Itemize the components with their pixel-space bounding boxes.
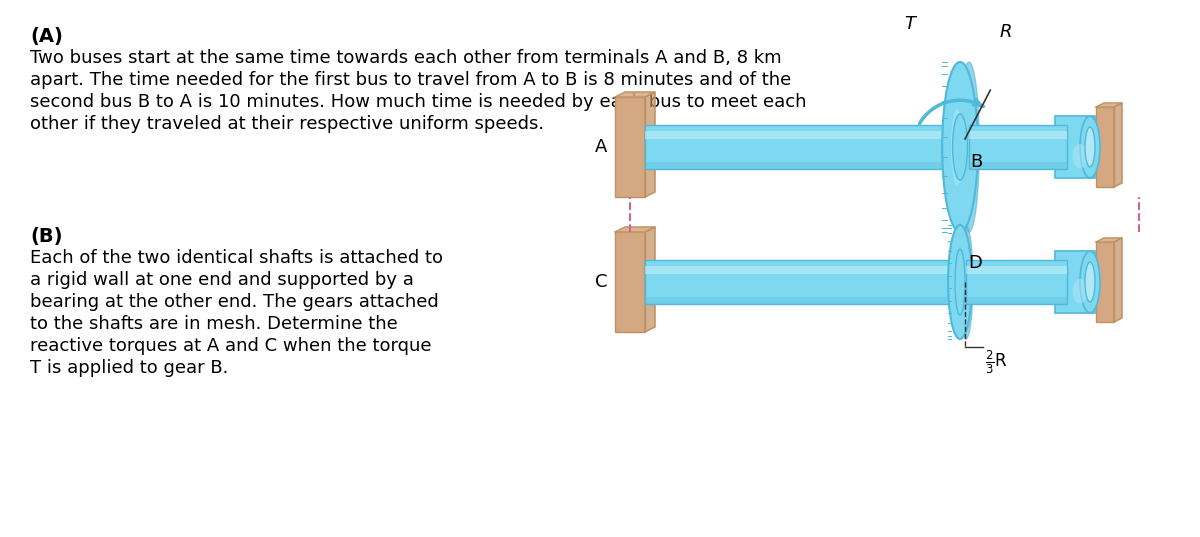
Text: reactive torques at A and C when the torque: reactive torques at A and C when the tor…: [30, 337, 432, 355]
Ellipse shape: [953, 114, 967, 180]
Text: (A): (A): [30, 27, 62, 46]
Polygon shape: [1114, 238, 1122, 322]
Polygon shape: [1096, 103, 1122, 107]
Ellipse shape: [942, 62, 978, 232]
Text: (B): (B): [30, 227, 62, 246]
Ellipse shape: [959, 62, 979, 232]
Bar: [646, 125, 944, 169]
Text: apart. The time needed for the first bus to travel from A to B is 8 minutes and : apart. The time needed for the first bus…: [30, 71, 791, 89]
Bar: [1055, 251, 1096, 313]
Bar: [646, 260, 949, 304]
Text: T: T: [905, 15, 916, 33]
Ellipse shape: [952, 109, 962, 185]
Ellipse shape: [1080, 251, 1100, 313]
Bar: [646, 297, 949, 304]
Bar: [646, 265, 949, 274]
Ellipse shape: [955, 249, 965, 315]
Bar: [968, 162, 1067, 169]
Polygon shape: [1096, 238, 1122, 242]
Text: a rigid wall at one end and supported by a: a rigid wall at one end and supported by…: [30, 271, 414, 289]
Text: to the shafts are in mesh. Determine the: to the shafts are in mesh. Determine the: [30, 315, 397, 333]
Ellipse shape: [948, 225, 972, 339]
Bar: [966, 297, 1067, 304]
Polygon shape: [646, 92, 655, 197]
Bar: [646, 130, 944, 139]
Text: $\frac{2}{3}$R: $\frac{2}{3}$R: [985, 349, 1008, 376]
Text: R: R: [1000, 23, 1012, 41]
Bar: [1096, 242, 1114, 322]
Bar: [616, 232, 646, 332]
Text: Two buses start at the same time towards each other from terminals A and B, 8 km: Two buses start at the same time towards…: [30, 49, 781, 67]
Ellipse shape: [1080, 116, 1100, 178]
Bar: [1055, 116, 1096, 178]
Text: B: B: [970, 153, 983, 171]
Bar: [1096, 107, 1114, 187]
Bar: [646, 162, 944, 169]
Bar: [968, 130, 1067, 139]
Bar: [966, 265, 1067, 274]
Text: other if they traveled at their respective uniform speeds.: other if they traveled at their respecti…: [30, 115, 544, 133]
Text: D: D: [968, 254, 982, 272]
Text: C: C: [594, 273, 607, 291]
Ellipse shape: [1085, 127, 1096, 167]
Polygon shape: [1114, 103, 1122, 187]
Text: A: A: [595, 138, 607, 156]
Text: Each of the two identical shafts is attached to: Each of the two identical shafts is atta…: [30, 249, 443, 267]
Polygon shape: [616, 227, 655, 232]
Ellipse shape: [954, 256, 962, 308]
Bar: [968, 125, 1067, 169]
Polygon shape: [646, 227, 655, 332]
Bar: [966, 260, 1067, 304]
Ellipse shape: [1073, 279, 1087, 303]
Bar: [616, 97, 646, 197]
Polygon shape: [616, 92, 655, 97]
Text: second bus B to A is 10 minutes. How much time is needed by each bus to meet eac: second bus B to A is 10 minutes. How muc…: [30, 93, 806, 111]
Text: T is applied to gear B.: T is applied to gear B.: [30, 359, 228, 377]
Text: bearing at the other end. The gears attached: bearing at the other end. The gears atta…: [30, 293, 439, 311]
Ellipse shape: [1073, 144, 1087, 169]
Ellipse shape: [959, 225, 973, 339]
Ellipse shape: [1085, 262, 1096, 302]
